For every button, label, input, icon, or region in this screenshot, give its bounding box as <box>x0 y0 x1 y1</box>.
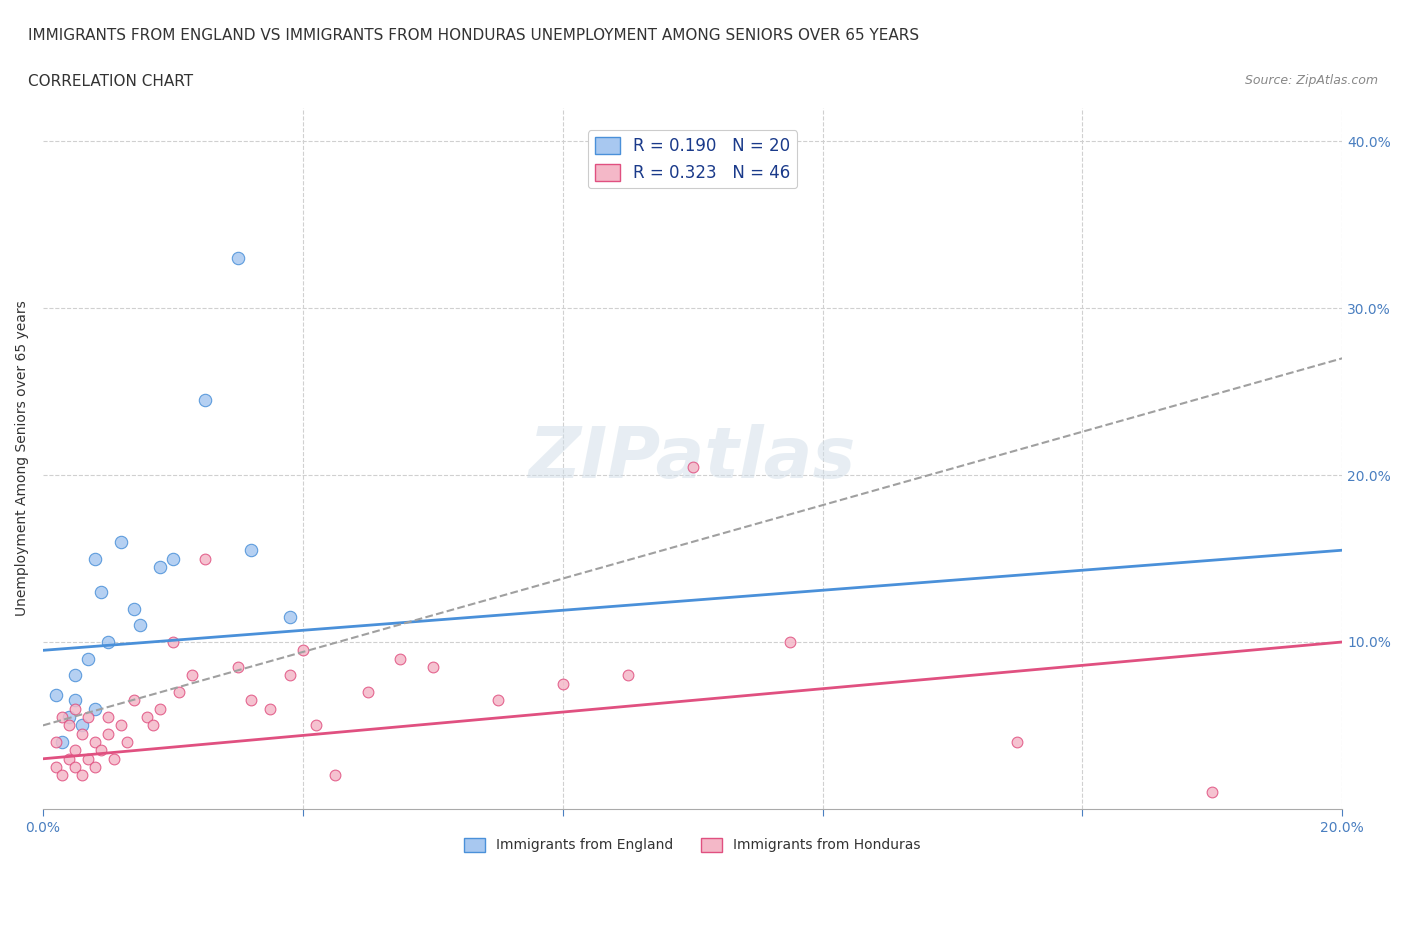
Point <box>51 768 73 783</box>
Point <box>194 551 217 566</box>
Point <box>51 710 73 724</box>
Point <box>97 634 120 649</box>
Point <box>70 768 93 783</box>
Point <box>110 718 132 733</box>
Point <box>51 735 73 750</box>
Point <box>682 459 704 474</box>
Point <box>122 693 145 708</box>
Point <box>77 710 100 724</box>
Point <box>45 760 67 775</box>
Point <box>65 760 87 775</box>
Point <box>90 743 112 758</box>
Point <box>194 392 217 407</box>
Point <box>226 659 249 674</box>
Point <box>83 760 105 775</box>
Point <box>239 693 262 708</box>
Text: Source: ZipAtlas.com: Source: ZipAtlas.com <box>1244 74 1378 87</box>
Point <box>1201 785 1223 800</box>
Point <box>77 651 100 666</box>
Point <box>278 609 301 624</box>
Point <box>779 634 801 649</box>
Point <box>226 251 249 266</box>
Point <box>45 735 67 750</box>
Point <box>77 751 100 766</box>
Point <box>110 535 132 550</box>
Point <box>58 751 80 766</box>
Point <box>103 751 125 766</box>
Point <box>357 684 380 699</box>
Y-axis label: Unemployment Among Seniors over 65 years: Unemployment Among Seniors over 65 years <box>15 300 30 617</box>
Point <box>1007 735 1029 750</box>
Point <box>551 676 574 691</box>
Point <box>129 618 152 632</box>
Point <box>65 693 87 708</box>
Point <box>616 668 638 683</box>
Point <box>389 651 412 666</box>
Point <box>97 726 120 741</box>
Point <box>149 701 172 716</box>
Point <box>70 718 93 733</box>
Point <box>291 643 314 658</box>
Point <box>90 584 112 599</box>
Legend: Immigrants from England, Immigrants from Honduras: Immigrants from England, Immigrants from… <box>458 832 927 858</box>
Point <box>45 688 67 703</box>
Point <box>323 768 346 783</box>
Point <box>122 601 145 616</box>
Point <box>486 693 509 708</box>
Text: CORRELATION CHART: CORRELATION CHART <box>28 74 193 89</box>
Point <box>97 710 120 724</box>
Point <box>305 718 328 733</box>
Point <box>422 659 444 674</box>
Point <box>117 735 139 750</box>
Point <box>58 718 80 733</box>
Point <box>142 718 165 733</box>
Point <box>259 701 281 716</box>
Point <box>83 701 105 716</box>
Point <box>58 710 80 724</box>
Point <box>169 684 191 699</box>
Point <box>239 543 262 558</box>
Point <box>135 710 157 724</box>
Point <box>181 668 204 683</box>
Point <box>278 668 301 683</box>
Point <box>65 668 87 683</box>
Text: ZIPatlas: ZIPatlas <box>529 424 856 493</box>
Point <box>65 743 87 758</box>
Point <box>83 551 105 566</box>
Point <box>83 735 105 750</box>
Text: IMMIGRANTS FROM ENGLAND VS IMMIGRANTS FROM HONDURAS UNEMPLOYMENT AMONG SENIORS O: IMMIGRANTS FROM ENGLAND VS IMMIGRANTS FR… <box>28 28 920 43</box>
Point <box>162 634 184 649</box>
Point <box>149 560 172 575</box>
Point <box>70 726 93 741</box>
Point <box>162 551 184 566</box>
Point <box>65 701 87 716</box>
